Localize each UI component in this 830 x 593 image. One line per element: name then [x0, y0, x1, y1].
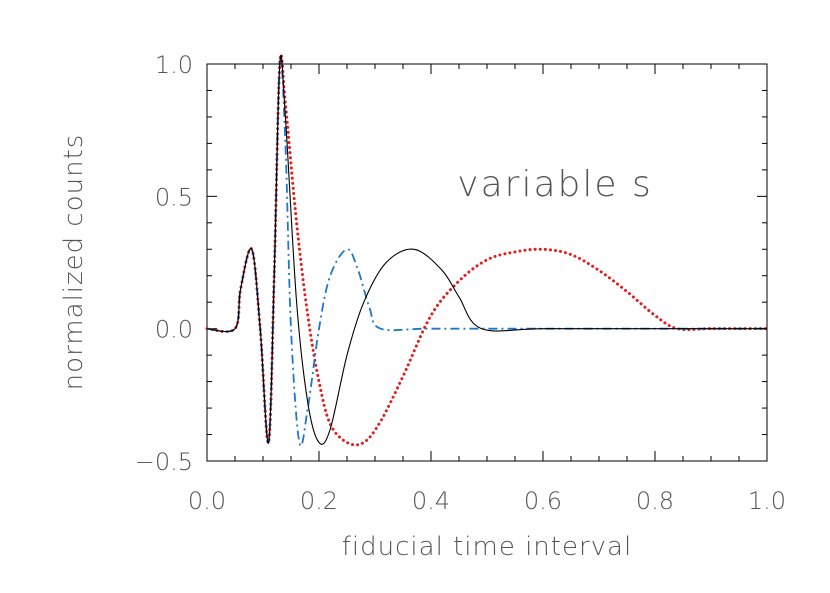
y-axis-label: normalized counts — [59, 134, 89, 391]
series-line-dotted — [205, 53, 769, 447]
x-tick-labels: 0.0 0.2 0.4 0.6 0.8 1.0 — [188, 487, 786, 515]
y-tick-label: −0.5 — [135, 448, 193, 476]
x-tick-label: 1.0 — [748, 487, 786, 515]
y-tick-label: 0.0 — [155, 316, 193, 344]
x-tick-label: 0.8 — [636, 487, 674, 515]
series-line-dash-dot — [206, 58, 767, 447]
y-tick-labels: −0.5 0.0 0.5 1.0 — [135, 51, 193, 476]
x-tick-label: 0.2 — [300, 487, 338, 515]
x-axis-label: fiducial time interval — [342, 532, 632, 562]
ticks — [206, 63, 768, 462]
x-tick-label: 0.4 — [412, 487, 450, 515]
annotation-label: variable s — [457, 164, 652, 205]
x-tick-label: 0.6 — [524, 487, 562, 515]
series-lines — [205, 53, 769, 447]
y-tick-label: 0.5 — [155, 183, 193, 211]
x-tick-label: 0.0 — [188, 487, 226, 515]
y-tick-label: 1.0 — [155, 51, 193, 79]
plot-frame — [206, 63, 768, 462]
series-line-solid — [206, 55, 767, 445]
